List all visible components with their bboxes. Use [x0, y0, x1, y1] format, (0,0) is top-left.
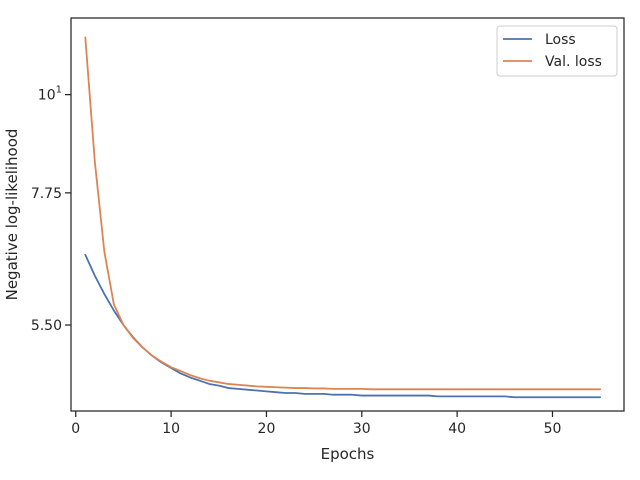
- legend-label-loss: Loss: [545, 32, 576, 48]
- x-tick-label: 40: [448, 421, 466, 437]
- plot-area: [84, 36, 602, 399]
- y-tick-label: 101: [38, 85, 62, 104]
- x-tick-label: 30: [353, 421, 371, 437]
- series-line-val-loss: [84, 36, 602, 391]
- y-tick-label-base: 10: [38, 88, 56, 104]
- y-tick-label: 7.75: [31, 186, 62, 202]
- x-tick-label: 20: [258, 421, 276, 437]
- y-tick-label-exponent: 1: [56, 85, 62, 96]
- x-tick-label: 0: [71, 421, 80, 437]
- axes-frame: [70, 17, 625, 412]
- x-axis-ticks: 0 10 20 30 40 50: [71, 411, 561, 437]
- y-axis-label: Negative log-likelihood: [3, 129, 21, 301]
- x-axis-label: Epochs: [321, 445, 375, 463]
- x-tick-label: 10: [162, 421, 180, 437]
- legend-label-val-loss: Val. loss: [545, 54, 602, 70]
- legend: Loss Val. loss: [496, 25, 618, 77]
- x-tick-label: 50: [544, 421, 562, 437]
- y-tick-label: 5.50: [31, 318, 62, 334]
- y-axis-ticks: 5.50 7.75 101: [31, 85, 71, 334]
